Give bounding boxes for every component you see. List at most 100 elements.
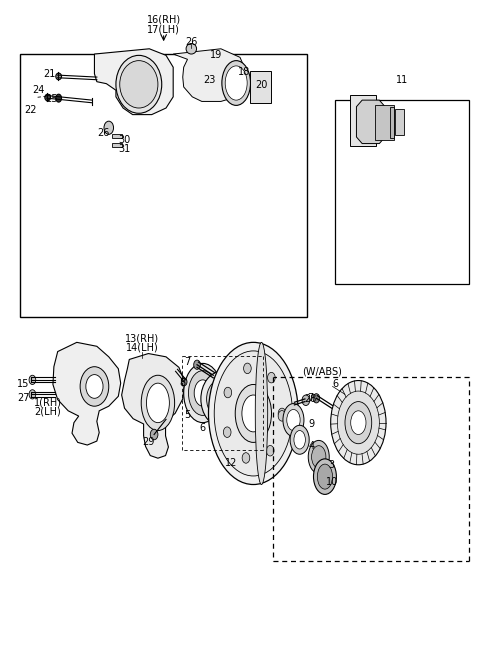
Text: 23: 23 [203,75,215,85]
Ellipse shape [56,73,61,80]
Circle shape [104,121,114,134]
Text: 8: 8 [180,378,186,388]
Ellipse shape [287,409,300,430]
Text: 28: 28 [304,394,317,404]
Text: 5: 5 [184,410,191,420]
Text: 14(LH): 14(LH) [126,342,158,352]
Text: 26: 26 [185,37,197,47]
Text: 17(LH): 17(LH) [147,24,180,34]
Circle shape [56,95,61,102]
Ellipse shape [290,425,309,454]
Ellipse shape [189,371,217,415]
Circle shape [224,387,232,398]
Text: 21: 21 [43,69,55,79]
Polygon shape [53,342,120,445]
Ellipse shape [45,95,50,100]
Ellipse shape [255,342,268,485]
Ellipse shape [351,410,366,434]
Circle shape [29,375,36,385]
Ellipse shape [184,364,222,422]
Bar [390,107,394,137]
Ellipse shape [214,351,292,476]
Ellipse shape [146,383,169,422]
Text: 19: 19 [210,50,222,60]
Text: 11: 11 [396,75,408,85]
Ellipse shape [235,385,272,442]
Ellipse shape [194,380,211,407]
Text: 22: 22 [25,105,37,115]
Text: 2(LH): 2(LH) [34,407,61,416]
Text: 1(RH): 1(RH) [34,398,61,408]
Text: 3: 3 [329,461,335,471]
Bar [112,134,121,137]
Text: 16(RH): 16(RH) [146,15,180,25]
Text: (W/ABS): (W/ABS) [302,366,342,376]
Text: 7: 7 [308,393,314,403]
Text: 27: 27 [17,393,30,403]
Ellipse shape [120,61,158,108]
Text: 6: 6 [200,423,206,433]
Circle shape [80,367,109,407]
Ellipse shape [337,391,379,454]
Text: 6: 6 [332,379,338,389]
Ellipse shape [222,61,251,105]
Text: 13(RH): 13(RH) [125,333,159,344]
Circle shape [223,427,231,438]
Circle shape [313,394,320,403]
Ellipse shape [283,404,304,436]
Ellipse shape [312,446,326,468]
Circle shape [266,446,274,456]
Circle shape [267,372,275,383]
Text: 7: 7 [184,357,191,367]
Polygon shape [95,49,173,114]
Circle shape [150,429,158,440]
Bar [112,143,121,147]
Text: 24: 24 [33,85,45,95]
Ellipse shape [201,371,243,426]
Ellipse shape [308,440,329,473]
Circle shape [181,378,187,386]
Text: 29: 29 [142,438,155,447]
Bar [251,71,271,103]
Ellipse shape [331,381,386,465]
Bar [350,95,376,146]
Circle shape [278,408,286,418]
Ellipse shape [242,395,265,432]
Text: 31: 31 [119,144,131,154]
Circle shape [243,363,251,373]
Text: 18: 18 [238,67,250,77]
Bar [21,54,307,317]
Text: 12: 12 [225,459,238,469]
Circle shape [194,360,200,369]
Polygon shape [357,100,385,143]
Ellipse shape [313,459,336,494]
Circle shape [86,375,103,399]
Circle shape [29,390,36,399]
Ellipse shape [225,66,247,100]
Ellipse shape [208,342,298,485]
Text: 9: 9 [309,419,315,429]
Bar [374,105,394,139]
Text: 15: 15 [17,379,30,389]
Text: 4: 4 [309,441,315,451]
Text: 10: 10 [325,477,338,487]
Ellipse shape [206,379,237,418]
Circle shape [278,410,286,421]
Ellipse shape [345,402,372,444]
Bar [336,100,469,284]
Text: 26: 26 [97,128,109,138]
Ellipse shape [186,44,197,54]
Text: 30: 30 [119,135,131,145]
Text: 20: 20 [255,80,268,90]
Ellipse shape [317,464,333,489]
Ellipse shape [294,430,305,449]
Ellipse shape [213,387,231,410]
Text: 25: 25 [45,94,58,104]
Circle shape [242,453,250,463]
Circle shape [302,395,310,406]
Polygon shape [121,354,185,458]
Polygon shape [173,49,246,101]
Bar [395,108,404,135]
Ellipse shape [116,56,162,113]
Ellipse shape [141,375,175,430]
